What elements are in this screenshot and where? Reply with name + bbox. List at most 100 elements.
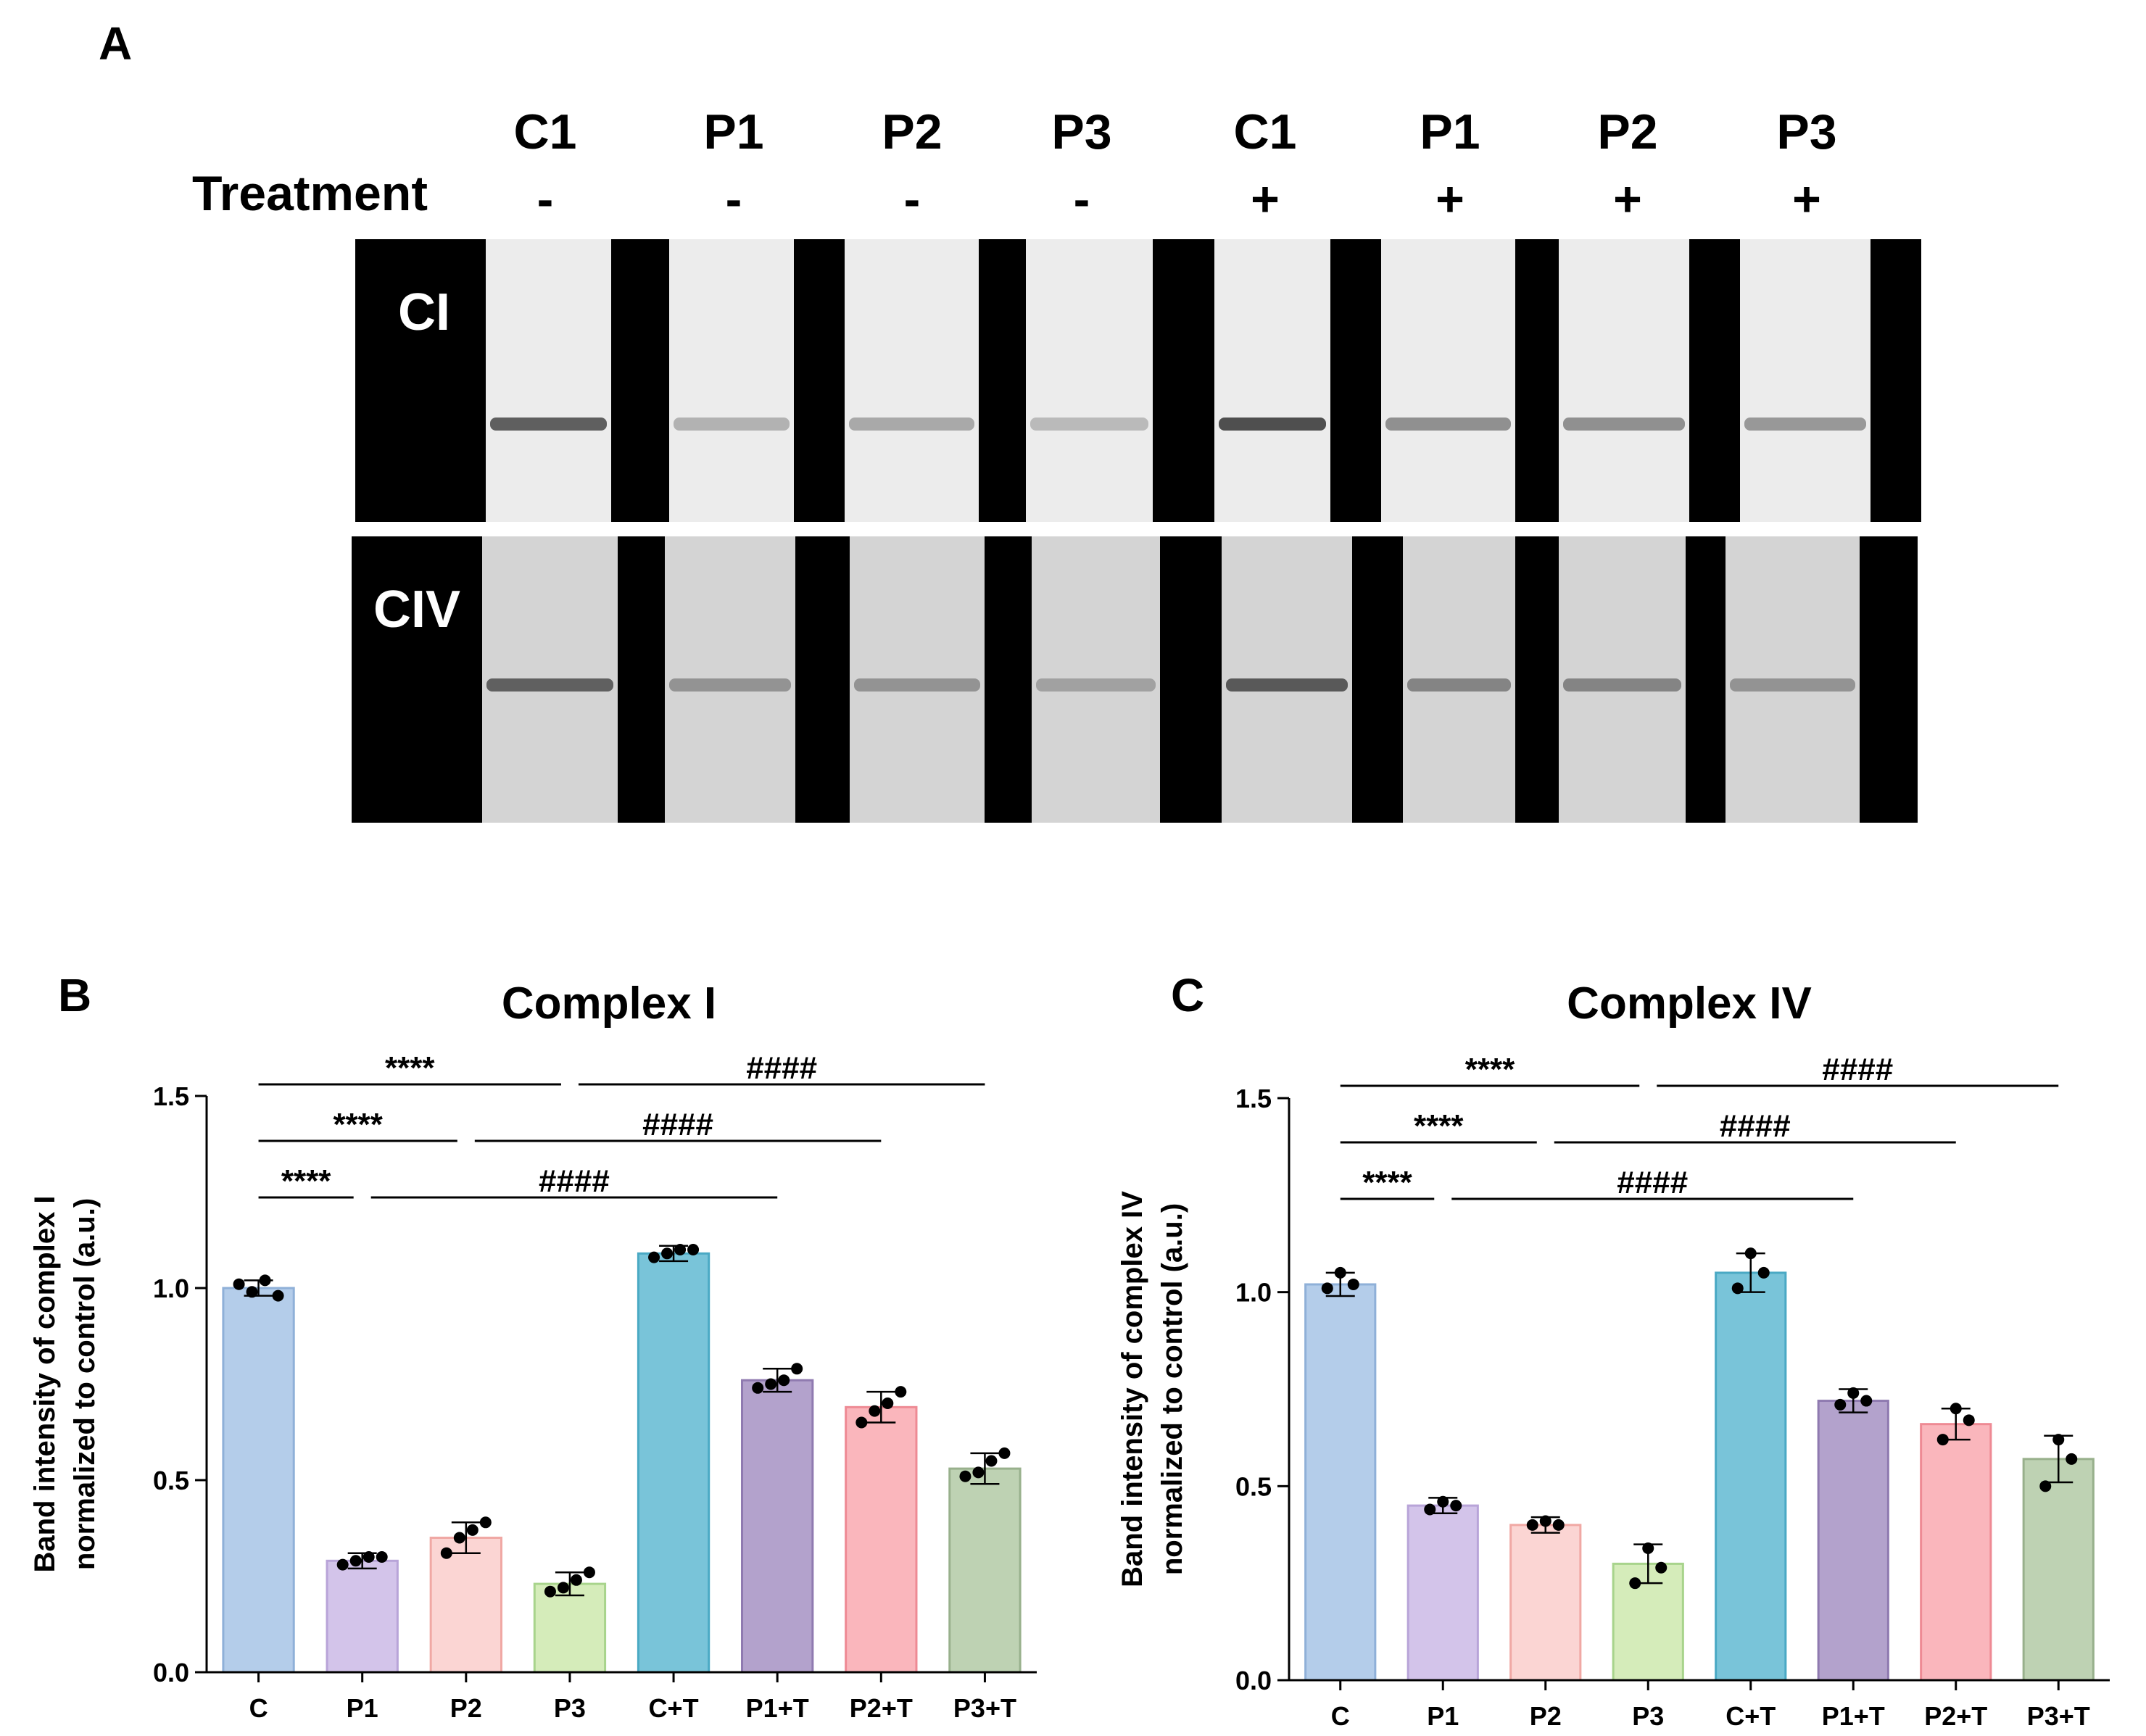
data-point: [1629, 1577, 1641, 1590]
data-point: [2066, 1453, 2078, 1465]
data-point: [544, 1585, 556, 1598]
lane-labels: C1 P1 P2 P3 C1 P1 P2 P3: [514, 104, 1837, 159]
bar: [2022, 1458, 2095, 1682]
bar: [1715, 1271, 1787, 1682]
data-point: [259, 1274, 271, 1287]
data-point: [959, 1470, 972, 1482]
lane-separator: [1689, 239, 1740, 522]
blot-band: [1030, 418, 1148, 431]
blot-band: [1226, 678, 1348, 692]
data-point: [1744, 1247, 1757, 1260]
blot-band: [669, 678, 791, 692]
significance-label: ####: [539, 1163, 610, 1199]
western-blots: CI CIV: [352, 239, 1921, 823]
data-point: [1321, 1282, 1333, 1295]
treatment-sign: +: [1792, 172, 1821, 227]
bar: [1509, 1524, 1582, 1682]
bar: [741, 1379, 814, 1674]
data-point: [583, 1566, 595, 1579]
data-point: [1860, 1395, 1873, 1407]
data-point: [376, 1551, 388, 1563]
treatment-sign: +: [1436, 172, 1464, 227]
significance-label: ####: [1720, 1108, 1791, 1144]
y-axis-label-line1: Band intensity of complex I: [29, 1195, 61, 1572]
data-point: [557, 1582, 569, 1594]
x-tick-label: P3+T: [953, 1693, 1016, 1723]
blot-ci: CI: [355, 239, 1921, 522]
data-point: [1642, 1542, 1654, 1554]
significance-label: ****: [385, 1050, 435, 1086]
chart-title: Complex I: [502, 979, 716, 1029]
x-tick-label: C: [249, 1693, 268, 1723]
blot-band: [486, 678, 613, 692]
data-point: [1847, 1387, 1860, 1399]
lane-separator: [795, 536, 850, 823]
data-point: [2039, 1480, 2052, 1492]
y-tick-label: 1.0: [1235, 1278, 1272, 1308]
data-point: [246, 1286, 258, 1298]
y-tick-label: 1.0: [153, 1274, 189, 1303]
bar: [222, 1287, 295, 1674]
lane-separator: [1870, 239, 1921, 522]
lane-separator: [1515, 239, 1559, 522]
bar: [1920, 1423, 1992, 1682]
panel-letter: B: [58, 969, 91, 1021]
blot-band: [1744, 418, 1866, 431]
bar: [533, 1582, 607, 1674]
blot-band: [490, 418, 607, 431]
blot-label: CIV: [373, 581, 460, 639]
significance-label: ****: [1362, 1165, 1412, 1200]
treatment-signs: - - - - + + + +: [537, 172, 1821, 227]
lane-separator: [1860, 536, 1918, 823]
y-tick-label: 0.0: [153, 1658, 189, 1687]
bar: [637, 1252, 710, 1674]
data-point: [1334, 1266, 1346, 1279]
x-tick-label: P3: [1632, 1701, 1664, 1731]
data-point: [1757, 1266, 1770, 1279]
blot-band: [854, 678, 980, 692]
lane-separator: [618, 536, 665, 823]
significance-label: ####: [1822, 1052, 1893, 1087]
blot-band: [1563, 678, 1681, 692]
treatment-sign: -: [726, 172, 742, 227]
data-point: [479, 1516, 492, 1529]
significance-label: ****: [333, 1107, 383, 1142]
data-point: [1655, 1561, 1668, 1574]
data-point: [1731, 1282, 1744, 1295]
y-axis-label-line2: normalized to control (a.u.): [69, 1198, 101, 1570]
data-point: [466, 1524, 478, 1536]
y-tick-label: 1.5: [1235, 1084, 1272, 1113]
data-point: [661, 1247, 674, 1260]
data-point: [1450, 1500, 1462, 1512]
significance-label: ####: [746, 1050, 817, 1086]
x-tick-label: P2: [450, 1693, 482, 1723]
significance-label: ****: [1414, 1108, 1464, 1144]
blot-label: CI: [398, 283, 450, 341]
treatment-label: Treatment: [192, 166, 428, 221]
x-tick-label: C+T: [1726, 1701, 1776, 1731]
data-point: [752, 1382, 764, 1394]
data-point: [998, 1447, 1011, 1459]
significance-label: ****: [281, 1163, 331, 1199]
x-tick-label: P2: [1530, 1701, 1562, 1731]
data-point: [882, 1397, 894, 1409]
x-tick-label: P1+T: [746, 1693, 809, 1723]
lane-separator: [1160, 536, 1222, 823]
blot-band: [1730, 678, 1855, 692]
data-point: [791, 1363, 803, 1375]
lane-label: C1: [514, 104, 577, 159]
y-tick-label: 1.5: [153, 1081, 189, 1111]
treatment-sign: -: [1074, 172, 1090, 227]
x-tick-label: P3+T: [2027, 1701, 2090, 1731]
data-point: [1437, 1495, 1449, 1508]
lane-separator: [794, 239, 845, 522]
chart-title: Complex IV: [1567, 979, 1812, 1029]
lane-separator: [1330, 239, 1381, 522]
data-point: [336, 1558, 349, 1571]
data-point: [1950, 1403, 1962, 1415]
x-tick-label: P1: [1427, 1701, 1459, 1731]
bar: [1817, 1400, 1889, 1682]
treatment-sign: -: [537, 172, 554, 227]
x-tick-label: C+T: [649, 1693, 699, 1723]
